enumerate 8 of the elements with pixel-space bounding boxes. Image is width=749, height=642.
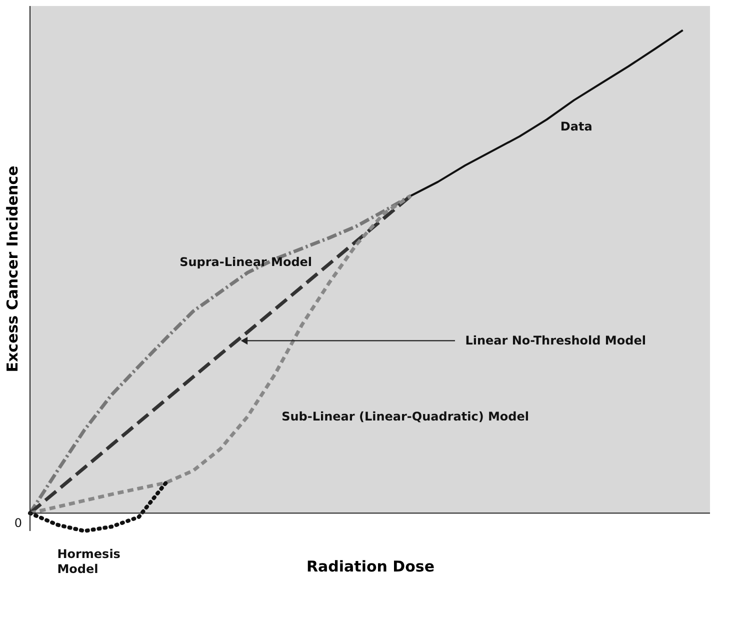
y-axis-title: Excess Cancer Incidence bbox=[4, 166, 22, 372]
series-label: Hormesis Model bbox=[57, 547, 120, 576]
series-label: Data bbox=[560, 120, 592, 134]
x-axis-title: Radiation Dose bbox=[306, 558, 435, 576]
text: Sub-Linear (Linear-Quadratic) Model bbox=[282, 410, 530, 424]
text: Linear No-Threshold Model bbox=[465, 334, 646, 348]
series-label: Supra-Linear Model bbox=[180, 254, 312, 269]
text: 0 bbox=[14, 516, 22, 530]
